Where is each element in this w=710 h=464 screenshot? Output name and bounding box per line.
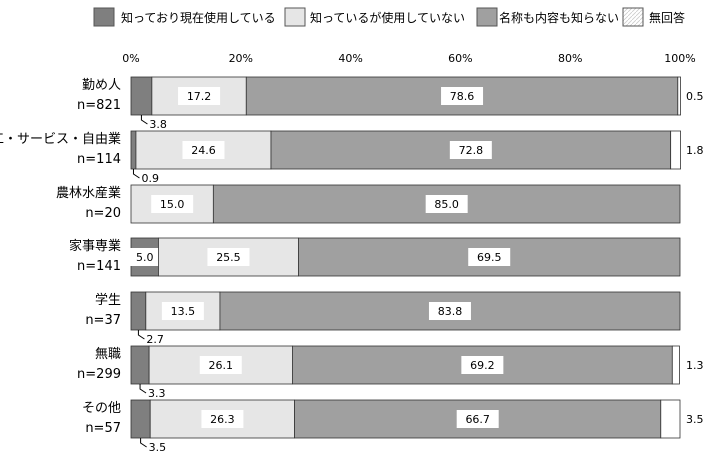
bar-segment (130, 345, 150, 385)
category-n-label: n=299 (77, 367, 121, 382)
data-label: 26.1 (209, 359, 234, 372)
data-label: 5.0 (136, 251, 154, 264)
bar-segment (130, 76, 153, 116)
data-label-box (178, 87, 221, 105)
data-label-right: 1.3 (686, 359, 704, 372)
data-label: 69.2 (470, 359, 495, 372)
data-label-box (161, 302, 204, 320)
bar-segment (130, 291, 147, 331)
data-label: 72.8 (459, 144, 484, 157)
bar-segment (677, 76, 681, 116)
callout-line (137, 330, 145, 340)
legend-swatch-hatch (622, 7, 644, 27)
category-label: 商工・サービス・自由業 (0, 131, 121, 147)
legend-label-1: 知っており現在使用している (121, 10, 276, 25)
x-tick-label: 80% (558, 52, 582, 65)
bar-segment (671, 345, 680, 385)
data-label-box (123, 248, 166, 266)
legend-label-2: 知っているが使用していない (310, 10, 465, 25)
legend-swatch-3 (476, 7, 498, 27)
data-label: 17.2 (187, 90, 212, 103)
data-label: 13.5 (171, 305, 196, 318)
data-label-below: 0.9 (141, 172, 159, 185)
data-label-right: 1.8 (686, 144, 704, 157)
data-label-box (468, 248, 511, 266)
data-label-below: 3.8 (149, 118, 167, 131)
legend-label-3: 名称も内容も知らない (499, 10, 619, 25)
data-label-below: 2.7 (146, 333, 164, 346)
x-tick-label: 20% (229, 52, 253, 65)
callout-line (139, 384, 147, 394)
data-label: 26.3 (210, 413, 235, 426)
callout-line (140, 438, 147, 448)
data-label-box (201, 410, 244, 428)
data-label-box (199, 356, 242, 374)
data-label: 85.0 (434, 198, 459, 211)
category-label: 無職 (95, 347, 121, 362)
bar-segment (130, 399, 151, 439)
x-tick-label: 100% (664, 52, 695, 65)
x-tick-label: 60% (448, 52, 472, 65)
data-label: 15.0 (160, 198, 185, 211)
category-n-label: n=37 (85, 313, 121, 328)
data-label: 83.8 (438, 305, 463, 318)
data-label: 69.5 (477, 251, 502, 264)
data-label-right: 3.5 (686, 413, 704, 426)
data-label-box (456, 410, 499, 428)
x-tick-label: 0% (122, 52, 139, 65)
legend-swatch-1 (93, 7, 115, 27)
data-label-below: 3.5 (149, 441, 167, 454)
callout-line (132, 169, 140, 179)
data-label-right: 0.5 (686, 90, 704, 103)
data-label-box (182, 141, 225, 159)
data-label: 25.5 (216, 251, 241, 264)
data-label-box (449, 141, 492, 159)
callout-line (140, 115, 148, 125)
category-label: 家事専業 (69, 238, 121, 254)
data-label-box (151, 195, 194, 213)
data-label-box (461, 356, 504, 374)
data-label: 66.7 (465, 413, 490, 426)
data-label-box (425, 195, 468, 213)
x-tick-label: 40% (338, 52, 362, 65)
data-label-box (428, 302, 471, 320)
category-n-label: n=20 (85, 206, 121, 221)
category-label: その他 (82, 401, 121, 416)
legend-label-4: 無回答 (649, 10, 685, 25)
category-label: 勤め人 (82, 78, 121, 93)
category-label: 学生 (95, 292, 121, 308)
category-n-label: n=114 (77, 152, 121, 167)
data-label: 78.6 (450, 90, 475, 103)
data-label-box (207, 248, 250, 266)
data-label-box (441, 87, 484, 105)
data-label-below: 3.3 (148, 387, 166, 400)
bar-segment (130, 130, 137, 170)
category-label: 農林水産業 (56, 185, 121, 201)
bar-segment (660, 399, 681, 439)
data-label: 24.6 (191, 144, 216, 157)
category-n-label: n=141 (77, 259, 121, 274)
category-n-label: n=821 (77, 98, 121, 113)
category-n-label: n=57 (85, 421, 121, 436)
legend-swatch-2 (284, 7, 306, 27)
bar-segment (670, 130, 681, 170)
